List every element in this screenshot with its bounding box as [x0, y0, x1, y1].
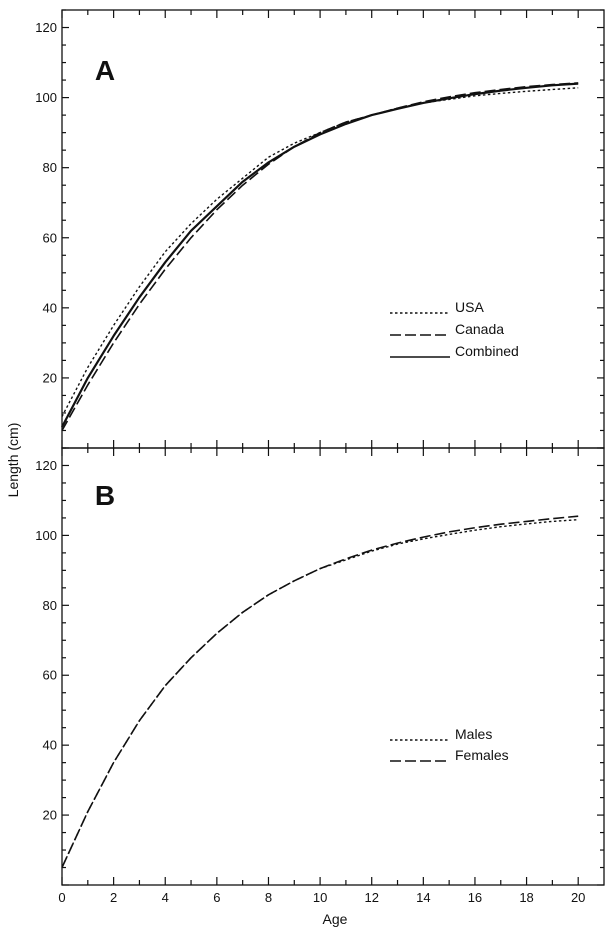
y-tick-label: 100	[35, 90, 57, 105]
legend-label-females: Females	[455, 747, 509, 763]
y-axis-title: Length (cm)	[5, 423, 21, 498]
series-line-canada	[61, 82, 579, 431]
series-line-females	[61, 515, 579, 868]
x-tick-label: 4	[162, 890, 169, 905]
y-tick-label: 20	[43, 808, 57, 823]
series-line-males	[61, 519, 579, 868]
x-tick-label: 8	[265, 890, 272, 905]
x-tick-label: 12	[364, 890, 378, 905]
plot-frame	[61, 447, 605, 886]
legend-label-usa: USA	[455, 299, 484, 315]
y-tick-label: 60	[43, 230, 57, 245]
x-tick-label: 10	[313, 890, 327, 905]
x-axis-title: Age	[323, 911, 348, 927]
x-tick-label: 14	[416, 890, 430, 905]
legend-label-canada: Canada	[455, 321, 504, 337]
x-tick-label: 16	[468, 890, 482, 905]
y-tick-label: 80	[43, 160, 57, 175]
panel-letter: B	[95, 480, 115, 511]
y-tick-label: 20	[43, 370, 57, 385]
panel-a: 20 40 60 80 100 120 A USA Canada Combined	[35, 9, 605, 449]
x-tick-label: 18	[519, 890, 533, 905]
series-line-usa	[61, 87, 579, 417]
legend-label-males: Males	[455, 726, 492, 742]
y-tick-label: 40	[43, 738, 57, 753]
y-tick-label: 120	[35, 20, 57, 35]
legend-label-combined: Combined	[455, 343, 519, 359]
y-tick-label: 80	[43, 598, 57, 613]
plot-frame	[61, 9, 605, 449]
y-tick-label: 40	[43, 300, 57, 315]
x-tick-label: 2	[110, 890, 117, 905]
panel-letter: A	[95, 55, 115, 86]
y-tick-label: 100	[35, 528, 57, 543]
panel-b: 20 40 60 80 100 120 0 2 4 6 8 10 12 14 16 18 20 B Males Fem…	[35, 447, 605, 905]
x-tick-label: 0	[58, 890, 65, 905]
y-tick-label: 120	[35, 458, 57, 473]
series-line-combined	[61, 82, 579, 428]
x-tick-label: 20	[571, 890, 585, 905]
y-tick-label: 60	[43, 668, 57, 683]
x-tick-label: 6	[213, 890, 220, 905]
